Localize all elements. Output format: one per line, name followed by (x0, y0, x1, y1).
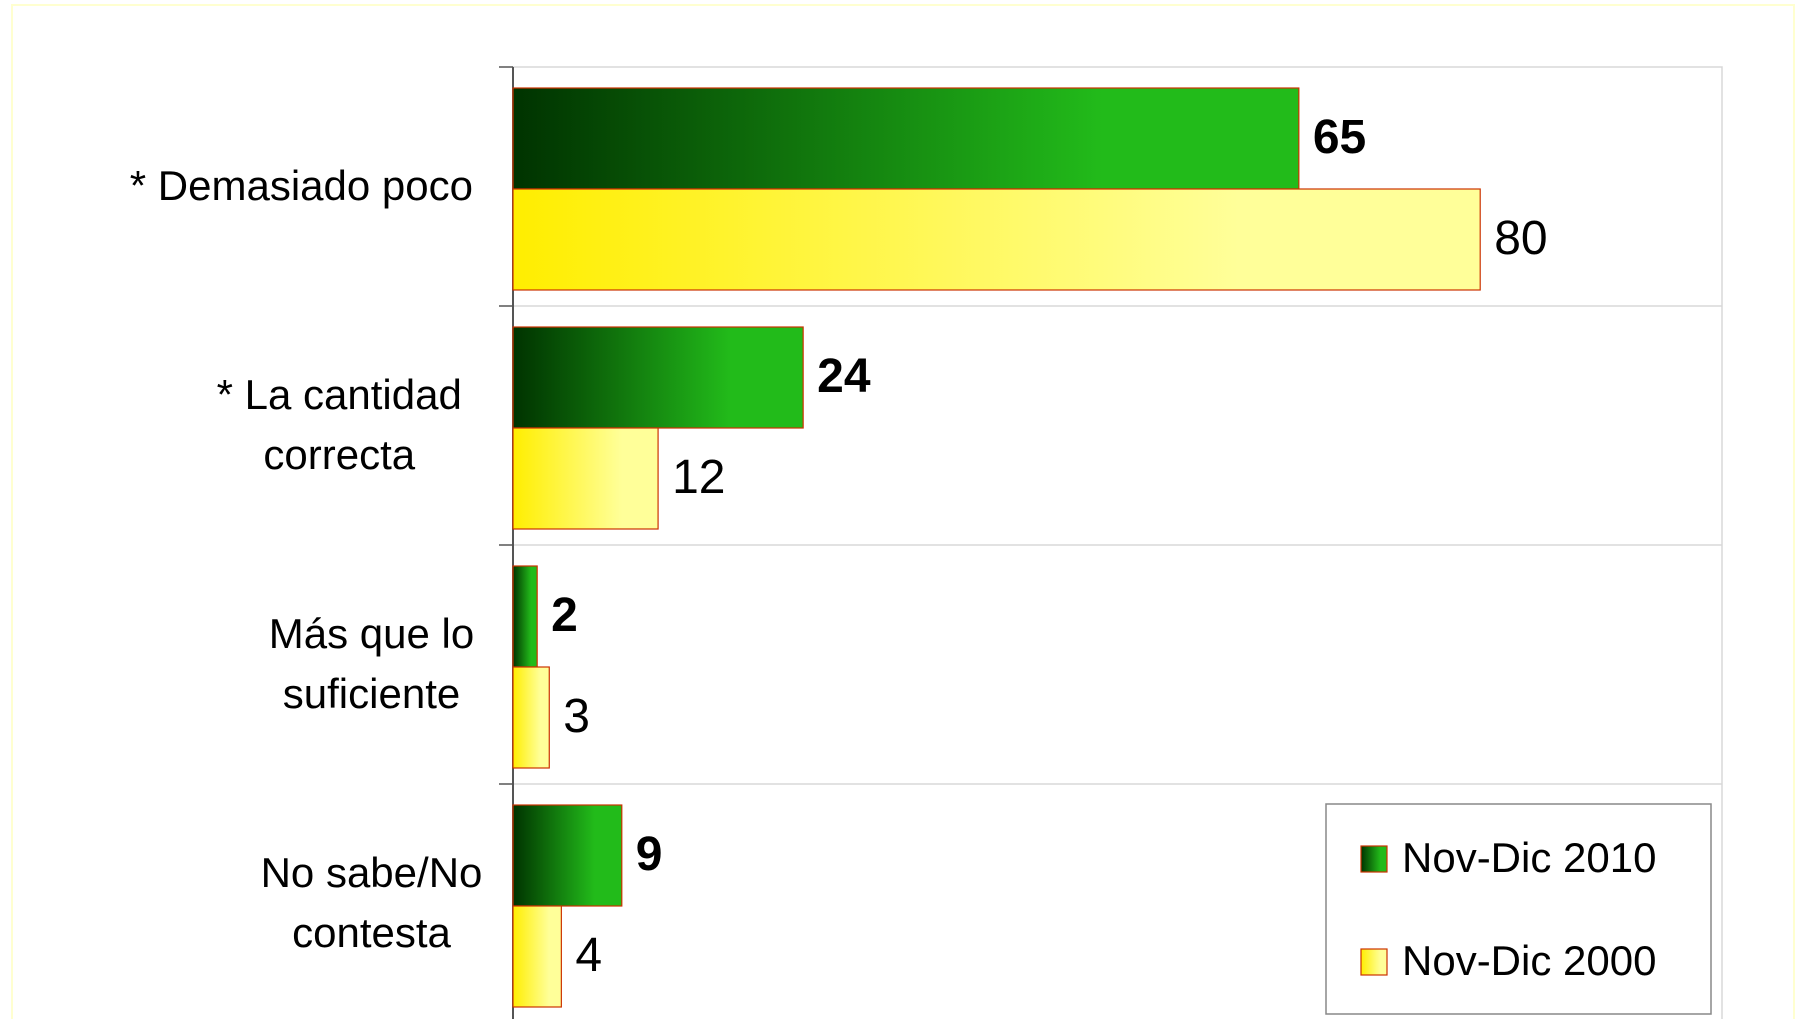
value-label: 24 (817, 350, 871, 403)
category-label: * Demasiado poco (130, 162, 473, 209)
bar (512, 188, 1481, 291)
category-label: No sabe/No contesta (261, 849, 483, 956)
value-label: 4 (575, 929, 602, 982)
bar (512, 666, 550, 769)
bar (512, 905, 562, 1008)
bar (512, 427, 659, 530)
value-label: 80 (1494, 212, 1547, 265)
legend-swatch (1360, 948, 1388, 976)
value-label: 9 (636, 828, 663, 881)
legend-swatch (1360, 845, 1388, 873)
category-label: * La cantidad correcta (217, 371, 462, 478)
bar (512, 87, 1300, 190)
bar (512, 565, 538, 668)
value-label: 2 (551, 589, 578, 642)
legend-box (1325, 803, 1712, 1015)
bar (512, 804, 623, 907)
value-label: 3 (563, 690, 590, 743)
bar (512, 326, 804, 429)
value-label: 65 (1313, 111, 1366, 164)
legend-label: Nov-Dic 2000 (1402, 937, 1656, 984)
legend-label: Nov-Dic 2010 (1402, 834, 1656, 881)
value-label: 12 (672, 451, 725, 504)
category-label: Más que lo suficiente (269, 610, 474, 717)
